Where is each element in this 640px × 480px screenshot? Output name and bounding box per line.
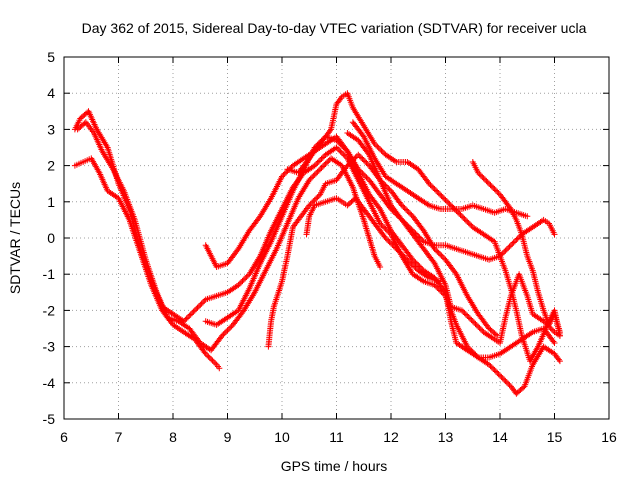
x-tick-label: 14 bbox=[492, 429, 508, 445]
chart-title: Day 362 of 2015, Sidereal Day-to-day VTE… bbox=[82, 20, 587, 36]
x-axis-label: GPS time / hours bbox=[281, 458, 388, 474]
x-tick-label: 9 bbox=[224, 429, 232, 445]
series-trace-11 bbox=[469, 159, 563, 336]
y-tick-label: -2 bbox=[43, 302, 56, 318]
x-tick-label: 6 bbox=[60, 429, 68, 445]
series-markers bbox=[344, 130, 558, 263]
y-tick-label: 5 bbox=[47, 49, 55, 65]
series-trace-5 bbox=[202, 133, 563, 346]
y-axis-ticks: -5 -4 -3 -2 -1 0 1 2 3 4 5 bbox=[43, 49, 609, 427]
x-tick-label: 11 bbox=[329, 429, 344, 445]
y-tick-label: 3 bbox=[47, 121, 55, 137]
series-trace-9 bbox=[349, 119, 531, 220]
x-tick-label: 8 bbox=[169, 429, 177, 445]
y-tick-label: 2 bbox=[47, 158, 55, 174]
x-tick-label: 15 bbox=[547, 429, 563, 445]
y-axis-label: SDTVAR / TECUs bbox=[7, 182, 23, 294]
series-markers bbox=[303, 195, 444, 285]
series-markers bbox=[469, 159, 563, 336]
y-tick-label: 4 bbox=[47, 85, 55, 101]
y-tick-label: 1 bbox=[47, 194, 55, 210]
series-markers bbox=[284, 90, 563, 365]
x-tick-label: 7 bbox=[115, 429, 123, 445]
x-tick-label: 13 bbox=[438, 429, 454, 445]
series-trace-8 bbox=[284, 90, 563, 365]
series-trace-7 bbox=[303, 195, 444, 285]
series-trace-10 bbox=[344, 130, 558, 263]
data-series bbox=[71, 90, 563, 397]
x-tick-label: 12 bbox=[383, 429, 399, 445]
y-tick-label: -3 bbox=[43, 339, 56, 355]
series-markers bbox=[349, 119, 531, 220]
y-tick-label: -1 bbox=[43, 266, 56, 282]
x-tick-label: 10 bbox=[274, 429, 290, 445]
series-markers bbox=[202, 133, 563, 346]
y-tick-label: -4 bbox=[43, 375, 56, 391]
x-axis-ticks: 6 7 8 9 10 11 12 13 14 15 16 bbox=[60, 57, 617, 445]
y-tick-label: -5 bbox=[43, 411, 56, 427]
y-tick-label: 0 bbox=[47, 230, 55, 246]
x-tick-label: 16 bbox=[601, 429, 617, 445]
grid-lines bbox=[64, 57, 609, 419]
